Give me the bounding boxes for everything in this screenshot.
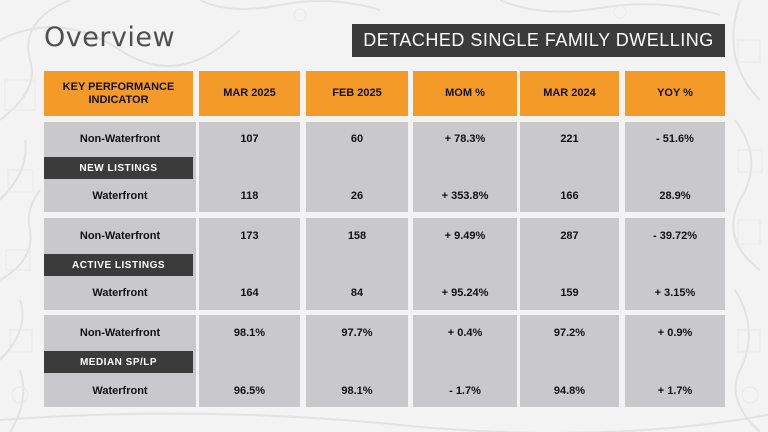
cell-value: 98.1% bbox=[341, 385, 373, 397]
cell-value: - 51.6% bbox=[656, 133, 694, 145]
header-kpi-label: KEY PERFORMANCE INDICATOR bbox=[62, 80, 175, 106]
group-new-listings-col2 bbox=[306, 122, 408, 212]
cell-value: + 1.7% bbox=[657, 385, 693, 397]
cell-value: + 95.24% bbox=[441, 287, 489, 299]
cell-value: 26 bbox=[350, 190, 364, 202]
cell-value: 96.5% bbox=[233, 385, 266, 397]
cell-value: 94.8% bbox=[553, 385, 586, 397]
header-feb-2025: FEB 2025 bbox=[306, 71, 408, 116]
category-badge: DETACHED SINGLE FAMILY DWELLING bbox=[352, 24, 725, 57]
group-active-listings-col5 bbox=[625, 218, 725, 310]
cell-value: + 78.3% bbox=[444, 133, 486, 145]
cell-value: - 1.7% bbox=[449, 385, 481, 397]
group-median-splp-col1 bbox=[199, 315, 300, 407]
cell-value: 28.9% bbox=[659, 190, 691, 202]
cell-value: 60 bbox=[350, 133, 364, 145]
row-label: Waterfront bbox=[92, 385, 148, 397]
group-new-listings-col4 bbox=[520, 122, 619, 212]
row-label: Waterfront bbox=[92, 287, 148, 299]
cell-value: + 3.15% bbox=[654, 287, 696, 299]
cell-value: 159 bbox=[560, 287, 579, 299]
cell-value: 107 bbox=[240, 133, 259, 145]
group-new-listings-col5 bbox=[625, 122, 725, 212]
cell-value: 98.1% bbox=[233, 327, 266, 339]
row-label: Non-Waterfront bbox=[79, 327, 161, 339]
cell-value: 84 bbox=[350, 287, 364, 299]
group-label-active-listings: ACTIVE LISTINGS bbox=[44, 254, 193, 276]
row-label: Waterfront bbox=[92, 190, 148, 202]
group-median-splp-col2 bbox=[306, 315, 408, 407]
header-mar-2025: MAR 2025 bbox=[199, 71, 300, 116]
cell-value: 221 bbox=[560, 133, 579, 145]
group-new-listings-col3 bbox=[413, 122, 517, 212]
header-mom-pct: MOM % bbox=[413, 71, 517, 116]
cell-value: 118 bbox=[240, 190, 259, 202]
header-yoy-pct: YOY % bbox=[625, 71, 725, 116]
group-active-listings-col1 bbox=[199, 218, 300, 310]
group-active-listings-col3 bbox=[413, 218, 517, 310]
header-mar-2024: MAR 2024 bbox=[520, 71, 619, 116]
cell-value: 173 bbox=[240, 230, 259, 242]
cell-value: 158 bbox=[347, 230, 367, 242]
cell-value: + 9.49% bbox=[444, 230, 486, 242]
group-median-splp-col4 bbox=[520, 315, 619, 407]
cell-value: 97.2% bbox=[553, 327, 586, 339]
group-median-splp-col3 bbox=[413, 315, 517, 407]
group-active-listings-col4 bbox=[520, 218, 619, 310]
group-new-listings-col1 bbox=[199, 122, 300, 212]
row-label: Non-Waterfront bbox=[79, 133, 161, 145]
group-label-new-listings: NEW LISTINGS bbox=[44, 157, 193, 179]
cell-value: 97.7% bbox=[341, 327, 373, 339]
cell-value: - 39.72% bbox=[652, 230, 698, 242]
header-kpi: KEY PERFORMANCE INDICATOR bbox=[44, 71, 193, 116]
cell-value: 287 bbox=[560, 230, 579, 242]
cell-value: + 0.9% bbox=[657, 327, 693, 339]
group-median-splp-col5 bbox=[625, 315, 725, 407]
cell-value: + 353.8% bbox=[441, 190, 489, 202]
row-label: Non-Waterfront bbox=[79, 230, 161, 242]
cell-value: 166 bbox=[560, 190, 579, 202]
cell-value: + 0.4% bbox=[447, 327, 483, 339]
group-label-median-splp: MEDIAN SP/LP bbox=[44, 351, 193, 373]
group-active-listings-col2 bbox=[306, 218, 408, 310]
cell-value: 164 bbox=[240, 287, 259, 299]
page-title: Overview bbox=[44, 22, 176, 53]
